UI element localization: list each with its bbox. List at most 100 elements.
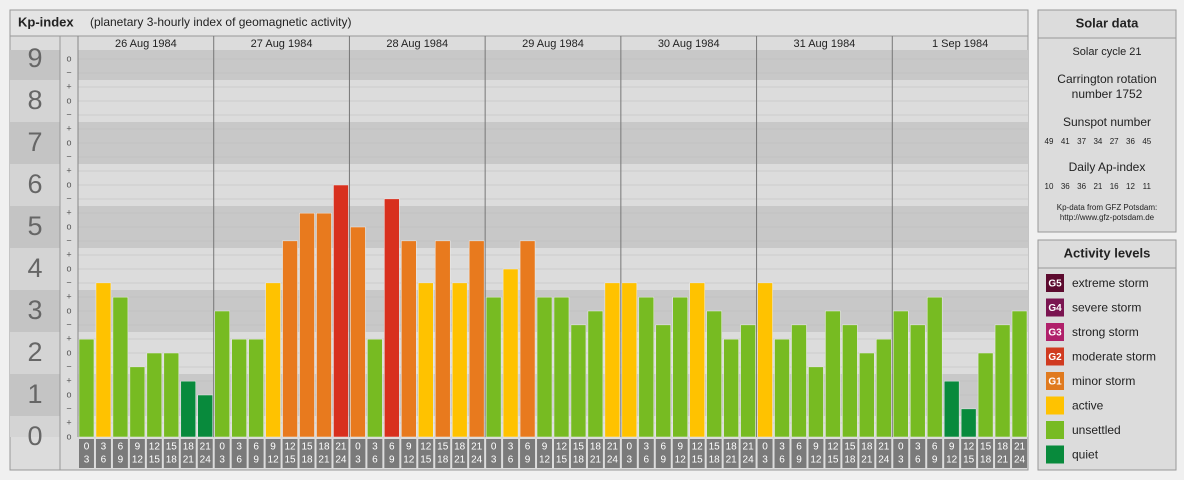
level-badge: G1 bbox=[1048, 377, 1062, 388]
hour-end: 15 bbox=[149, 455, 161, 466]
kp-bar bbox=[248, 338, 264, 438]
hour-box bbox=[163, 439, 179, 468]
sunspot-number: 27 bbox=[1110, 137, 1119, 146]
hour-box bbox=[978, 439, 994, 468]
hour-end: 18 bbox=[301, 455, 313, 466]
hour-end: 6 bbox=[644, 455, 650, 466]
hour-box bbox=[469, 439, 485, 468]
hour-start: 3 bbox=[236, 442, 242, 453]
kp-bar bbox=[95, 282, 112, 438]
kp-bar bbox=[435, 240, 451, 438]
hour-start: 12 bbox=[284, 442, 296, 453]
minor-tick-label: − bbox=[66, 277, 71, 287]
hour-end: 12 bbox=[810, 455, 822, 466]
hour-end: 15 bbox=[420, 455, 432, 466]
kp-bar bbox=[757, 282, 773, 438]
band-label-box bbox=[10, 290, 60, 332]
level-swatch bbox=[1046, 396, 1064, 415]
kp-bar bbox=[859, 352, 875, 438]
minor-tick-label: − bbox=[66, 67, 71, 77]
kp-bar bbox=[774, 338, 790, 438]
kp-bar bbox=[1011, 310, 1028, 438]
hour-start: 12 bbox=[963, 442, 975, 453]
minor-tick-label: o bbox=[66, 389, 71, 399]
hour-end: 18 bbox=[166, 455, 178, 466]
hour-start: 15 bbox=[301, 442, 313, 453]
hour-start: 12 bbox=[827, 442, 839, 453]
level-name: quiet bbox=[1072, 448, 1099, 462]
level-badge: G4 bbox=[1048, 303, 1062, 314]
day-label: 26 Aug 1984 bbox=[115, 38, 177, 50]
level-name: minor storm bbox=[1072, 374, 1135, 388]
chart-title: Kp-index bbox=[18, 14, 74, 29]
hour-start: 21 bbox=[607, 442, 619, 453]
hour-start: 6 bbox=[253, 442, 259, 453]
hour-box bbox=[418, 439, 434, 468]
hour-end: 12 bbox=[403, 455, 415, 466]
sunspot-number: 41 bbox=[1061, 137, 1070, 146]
kp-bar bbox=[214, 310, 230, 438]
hour-end: 24 bbox=[1014, 455, 1026, 466]
hour-start: 3 bbox=[372, 442, 378, 453]
hour-start: 21 bbox=[471, 442, 483, 453]
hour-start: 15 bbox=[709, 442, 721, 453]
hour-end: 3 bbox=[355, 455, 361, 466]
kp-bar bbox=[129, 366, 146, 438]
kp-bar bbox=[740, 324, 756, 438]
kp-bar bbox=[299, 212, 315, 438]
level-swatch bbox=[1046, 274, 1064, 292]
level-swatch bbox=[1046, 323, 1064, 341]
hour-start: 6 bbox=[118, 442, 124, 453]
hour-start: 9 bbox=[270, 442, 276, 453]
minor-tick-label: − bbox=[66, 361, 71, 371]
y-tick-label: 2 bbox=[27, 337, 42, 367]
level-badge: G3 bbox=[1048, 328, 1062, 339]
kp-bar bbox=[977, 352, 994, 438]
carrington: number 1752 bbox=[1072, 87, 1143, 101]
hour-start: 6 bbox=[389, 442, 395, 453]
kp-bar bbox=[384, 198, 400, 438]
minor-tick-label: + bbox=[66, 165, 71, 175]
kp-bar bbox=[282, 240, 298, 438]
hour-end: 15 bbox=[284, 455, 296, 466]
kp-bar bbox=[587, 310, 604, 438]
kp-bar bbox=[333, 184, 349, 438]
hour-end: 24 bbox=[743, 455, 755, 466]
kp-bar bbox=[638, 296, 655, 438]
kp-bar bbox=[401, 240, 417, 438]
kp-bar bbox=[910, 324, 926, 438]
hour-box bbox=[146, 439, 162, 468]
level-swatch bbox=[1046, 372, 1064, 390]
hour-end: 12 bbox=[539, 455, 551, 466]
hour-end: 3 bbox=[627, 455, 633, 466]
level-swatch bbox=[1046, 347, 1064, 366]
band-label-box bbox=[10, 374, 60, 416]
minor-tick-label: o bbox=[66, 95, 71, 105]
hour-box bbox=[638, 439, 654, 468]
minor-tick-label: + bbox=[66, 333, 71, 343]
band-label-box bbox=[10, 50, 60, 80]
hour-box bbox=[95, 439, 111, 468]
hour-start: 6 bbox=[796, 442, 802, 453]
hour-start: 15 bbox=[844, 442, 856, 453]
hour-start: 12 bbox=[420, 442, 432, 453]
hour-box bbox=[248, 439, 264, 468]
kp-bar bbox=[180, 380, 197, 438]
y-tick-label: 4 bbox=[27, 253, 42, 283]
hour-box bbox=[197, 439, 213, 468]
hour-box bbox=[554, 439, 569, 468]
hour-end: 18 bbox=[437, 455, 449, 466]
hour-end: 9 bbox=[932, 455, 938, 466]
hour-start: 9 bbox=[677, 442, 683, 453]
kp-bar bbox=[570, 324, 587, 438]
hour-start: 18 bbox=[318, 442, 330, 453]
hour-box bbox=[1012, 439, 1027, 468]
level-name: unsettled bbox=[1072, 423, 1121, 437]
minor-tick-label: o bbox=[66, 179, 71, 189]
hour-box bbox=[808, 439, 824, 468]
hour-box bbox=[723, 439, 739, 468]
hour-end: 12 bbox=[268, 455, 280, 466]
band bbox=[78, 416, 1028, 437]
y-tick-label: 0 bbox=[27, 421, 42, 451]
